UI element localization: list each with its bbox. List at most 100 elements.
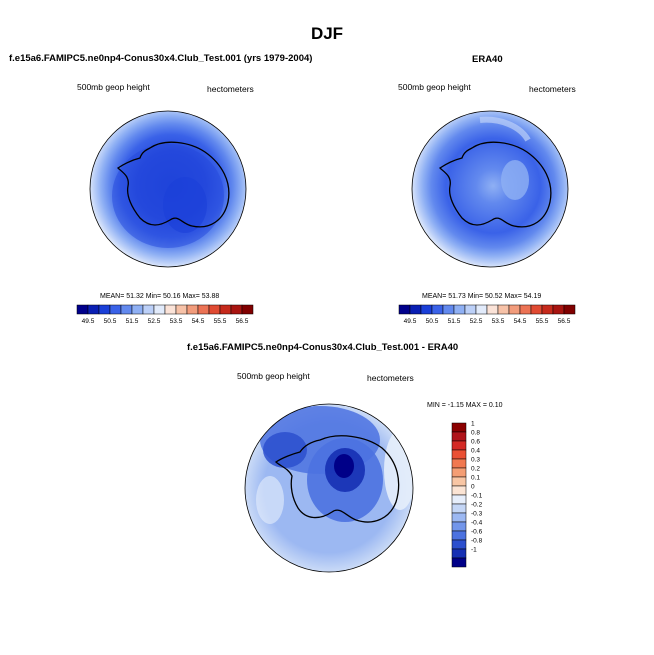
model-colorbar-tick-label: 49.5 <box>82 318 95 325</box>
model-colorbar-swatch <box>208 304 221 315</box>
diff-colorbar-swatch <box>451 422 467 433</box>
obs-colorbar-swatch <box>552 304 565 315</box>
obs-colorbar-swatch <box>442 304 455 315</box>
diff-colorbar-tick-label: 0 <box>471 484 475 491</box>
diff-colorbar-swatch <box>451 521 467 532</box>
obs-colorbar-swatch <box>453 304 466 315</box>
obs-colorbar-tick-label: 53.5 <box>492 318 505 325</box>
obs-map-border <box>411 110 569 268</box>
diff-units-label: hectometers <box>367 373 414 383</box>
model-colorbar-tick-label: 56.5 <box>236 318 249 325</box>
diff-colorbar-tick-label: 0.1 <box>471 475 480 482</box>
obs-colorbar-tick-label: 49.5 <box>404 318 417 325</box>
obs-colorbar-swatch <box>398 304 411 315</box>
model-colorbar-tick-label: 50.5 <box>104 318 117 325</box>
model-colorbar-swatch <box>142 304 155 315</box>
diff-colorbar-swatch <box>451 458 467 469</box>
diff-colorbar-swatch <box>451 431 467 442</box>
model-colorbar-swatch <box>76 304 89 315</box>
model-colorbar: 49.5 50.5 51.5 52.5 53.5 54.5 55.5 56.5 <box>76 304 254 325</box>
diff-colorbar-swatch <box>451 512 467 523</box>
model-colorbar-swatch <box>120 304 133 315</box>
model-colorbar-tick-label: 53.5 <box>170 318 183 325</box>
obs-antarctica-coastline <box>438 141 552 228</box>
obs-colorbar: 49.5 50.5 51.5 52.5 53.5 54.5 55.5 56.5 <box>398 304 576 325</box>
diff-colorbar-swatch <box>451 476 467 487</box>
model-colorbar-tick-label: 51.5 <box>126 318 139 325</box>
obs-colorbar-tick-label: 54.5 <box>514 318 527 325</box>
obs-colorbar-swatch <box>497 304 510 315</box>
diff-colorbar-tick-label: -0.8 <box>471 538 483 545</box>
model-colorbar-swatch <box>197 304 210 315</box>
model-stats: MEAN= 51.32 Min= 50.16 Max= 53.88 <box>100 293 220 300</box>
model-panel-title: f.e15a6.FAMIPC5.ne0np4-Conus30x4.Club_Te… <box>9 53 313 64</box>
diff-colorbar-swatch <box>451 440 467 451</box>
model-colorbar-swatch <box>186 304 199 315</box>
diff-stats: MIN = -1.15 MAX = 0.10 <box>427 402 503 409</box>
model-colorbar-swatch <box>219 304 232 315</box>
model-colorbar-swatch <box>153 304 166 315</box>
obs-map <box>411 110 569 268</box>
obs-colorbar-swatch <box>541 304 554 315</box>
model-map <box>89 110 247 268</box>
diff-antarctica-coastline <box>274 435 400 523</box>
model-antarctica-coastline <box>116 141 230 228</box>
obs-colorbar-tick-label: 51.5 <box>448 318 461 325</box>
diff-colorbar-tick-label: 0.4 <box>471 448 480 455</box>
model-colorbar-swatch <box>164 304 177 315</box>
model-colorbar-swatch <box>230 304 243 315</box>
model-colorbar-swatch <box>241 304 254 315</box>
diff-colorbar-swatch <box>451 449 467 460</box>
obs-panel-title: ERA40 <box>472 54 503 65</box>
diff-panel-title: f.e15a6.FAMIPC5.ne0np4-Conus30x4.Club_Te… <box>187 342 459 353</box>
obs-colorbar-swatch <box>563 304 576 315</box>
obs-colorbar-swatch <box>420 304 433 315</box>
obs-colorbar-swatch <box>508 304 521 315</box>
obs-field <box>412 111 568 267</box>
obs-variable-label: 500mb geop height <box>398 82 471 92</box>
diff-colorbar-swatch <box>451 494 467 505</box>
model-colorbar-tick-label: 55.5 <box>214 318 227 325</box>
diff-colorbar-tick-label: -1 <box>471 547 477 554</box>
obs-colorbar-swatch <box>409 304 422 315</box>
model-colorbar-swatch <box>98 304 111 315</box>
model-colorbar-swatch <box>109 304 122 315</box>
diff-colorbar-tick-label: 0.3 <box>471 457 480 464</box>
diff-colorbar-tick-label: -0.3 <box>471 511 483 518</box>
diff-colorbar-tick-label: -0.4 <box>471 520 483 527</box>
obs-stats: MEAN= 51.73 Min= 50.52 Max= 54.19 <box>422 293 542 300</box>
obs-colorbar-swatch <box>475 304 488 315</box>
diff-colorbar-tick-label: -0.2 <box>471 502 483 509</box>
diff-colorbar-tick-label: 0.2 <box>471 466 480 473</box>
obs-units-label: hectometers <box>529 84 576 94</box>
diff-colorbar-tick-label: -0.1 <box>471 493 483 500</box>
diff-map <box>244 403 414 573</box>
diff-colorbar-tick-label: 0.8 <box>471 430 480 437</box>
obs-colorbar-tick-label: 52.5 <box>470 318 483 325</box>
model-colorbar-swatch <box>131 304 144 315</box>
model-colorbar-swatch <box>175 304 188 315</box>
obs-colorbar-tick-label: 55.5 <box>536 318 549 325</box>
obs-colorbar-swatch <box>486 304 499 315</box>
diff-colorbar-swatch <box>451 557 467 568</box>
obs-colorbar-swatch <box>519 304 532 315</box>
diff-colorbar-tick-label: 0.6 <box>471 439 480 446</box>
model-colorbar-tick-label: 54.5 <box>192 318 205 325</box>
obs-colorbar-swatch <box>530 304 543 315</box>
obs-colorbar-tick-label: 56.5 <box>558 318 571 325</box>
diff-colorbar: 1 0.8 0.6 0.4 0.3 0.2 0.1 0 -0.1 -0.2 -0.3 -0.4 -0.6… <box>451 421 483 568</box>
diff-colorbar-swatch <box>451 548 467 559</box>
diff-map-border <box>244 403 414 573</box>
model-colorbar-tick-label: 52.5 <box>148 318 161 325</box>
diff-colorbar-swatch <box>451 530 467 541</box>
model-variable-label: 500mb geop height <box>77 82 150 92</box>
diff-colorbar-swatch <box>451 503 467 514</box>
page-title: DJF <box>310 24 344 43</box>
obs-colorbar-tick-label: 50.5 <box>426 318 439 325</box>
diff-variable-label: 500mb geop height <box>237 371 310 381</box>
diff-colorbar-tick-label: -0.6 <box>471 529 483 536</box>
diff-colorbar-swatch <box>451 539 467 550</box>
diff-colorbar-swatch <box>451 485 467 496</box>
model-colorbar-swatch <box>87 304 100 315</box>
